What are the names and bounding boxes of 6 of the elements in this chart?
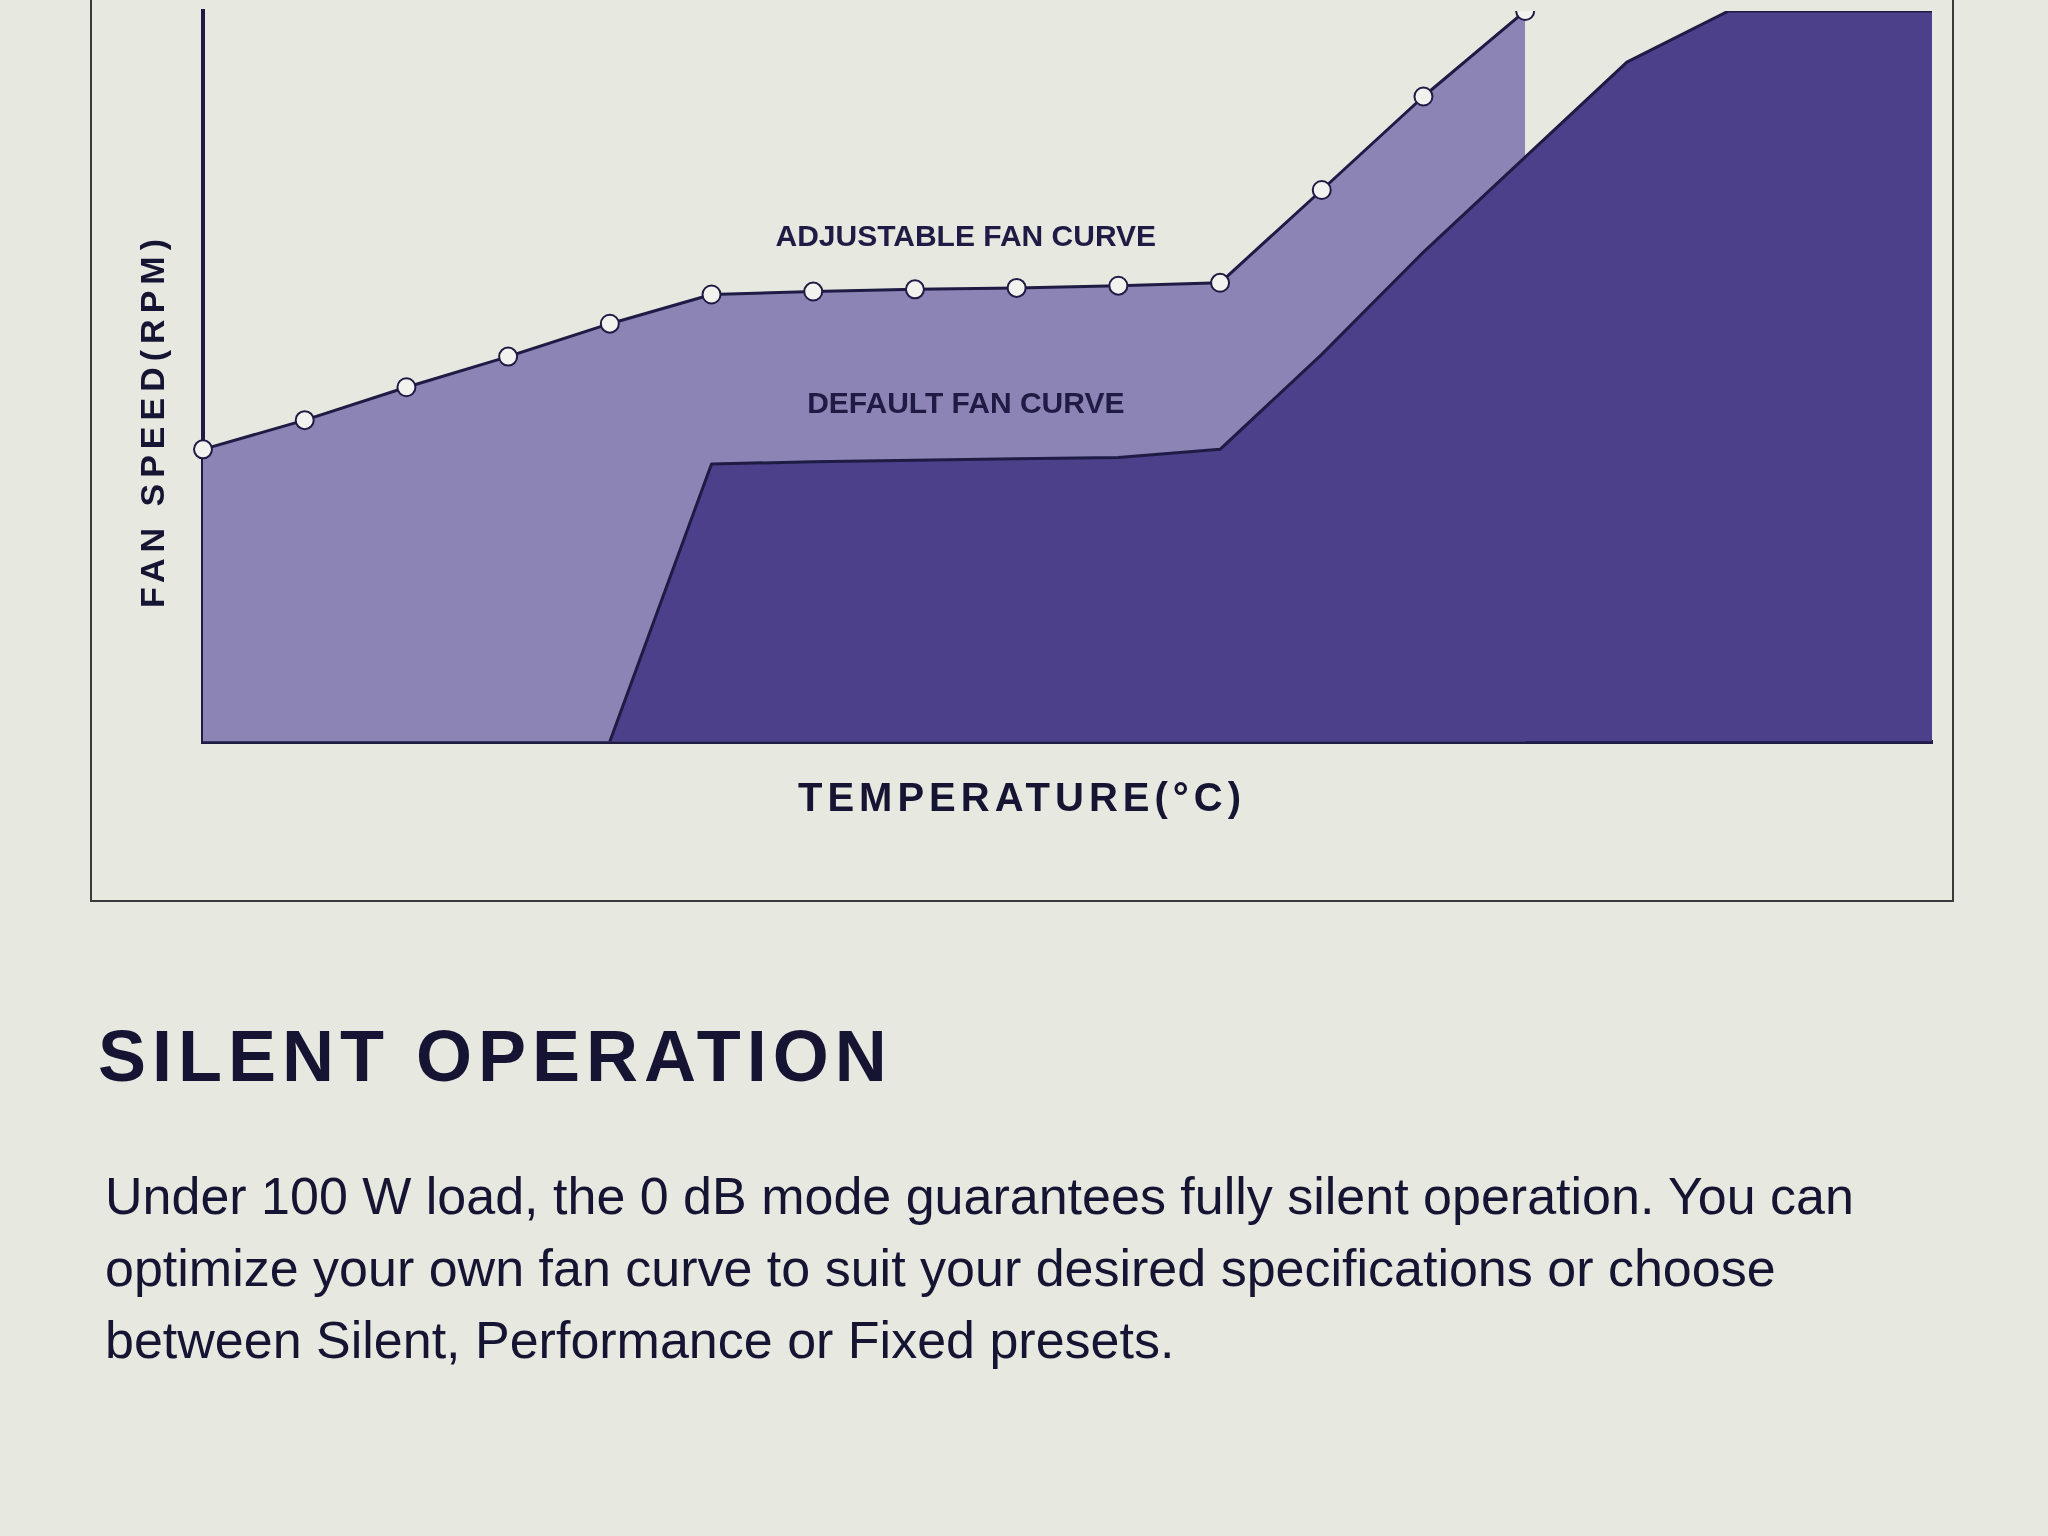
y-axis-title: FAN SPEED(RPM)	[132, 232, 172, 608]
text: SILENT OPERATION	[98, 1015, 893, 1097]
series-label: ADJUSTABLE FAN CURVE	[775, 219, 1157, 253]
text: Under 100 W load, the 0 dB mode guarantees fully silent operation. You can optimize your own fan curve to suit your desired specifications or choose between Silent, Performance or Fixed presets.	[105, 1166, 1855, 1371]
series-label: DEFAULT FAN CURVE	[807, 385, 1125, 419]
x-axis-title: TEMPERATURE(°C)	[797, 775, 1247, 820]
